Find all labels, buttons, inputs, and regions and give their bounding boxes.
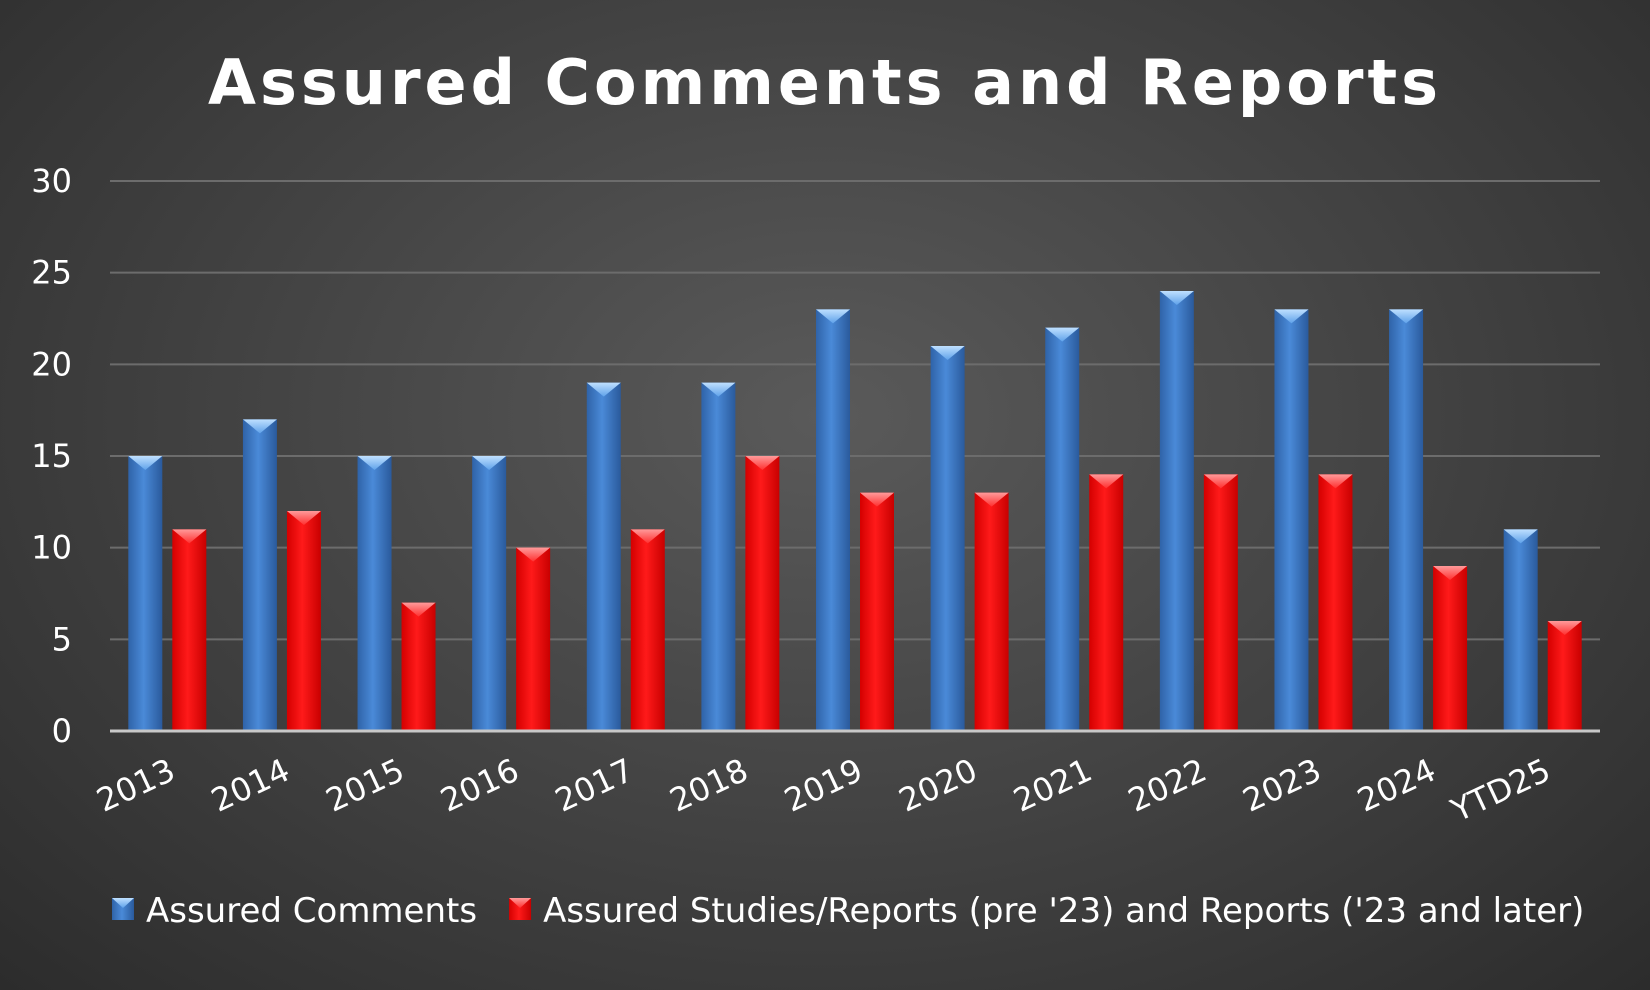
bar-cap-assured-reports-2018 [745,456,780,470]
bar-cap-assured-comments-2021 [1045,327,1080,342]
bar-assured-comments-2021 [1045,327,1080,731]
x-tick-label: 2014 [205,751,295,820]
legend-swatch-cap [112,898,134,908]
bar-cap-assured-comments-2024 [1389,309,1424,324]
x-tick-label: 2017 [549,751,639,820]
bar-assured-reports-2021 [1089,474,1124,731]
bar-cap-assured-reports-2013 [172,529,207,544]
bar-assured-comments-2017 [586,382,621,731]
bar-cap-assured-comments-2014 [242,419,277,434]
bar-assured-reports-2016 [516,547,551,731]
bar-assured-comments-2015 [357,456,392,731]
bar-assured-reports-YTD25 [1547,621,1582,731]
bar-assured-comments-YTD25 [1503,529,1538,731]
bar-assured-comments-2013 [128,456,163,731]
bar-assured-reports-2023 [1318,474,1353,731]
bar-cap-assured-reports-2015 [401,602,436,617]
bar-assured-reports-2013 [172,529,207,731]
bar-assured-reports-2015 [401,602,436,731]
x-tick-label: 2019 [779,751,869,820]
y-tick-label: 25 [31,254,72,292]
legend-label-assured-comments: Assured Comments [146,891,477,931]
x-tick-label: 2020 [893,751,983,820]
x-tick-label: 2018 [664,751,754,820]
bar-assured-comments-2022 [1159,291,1194,731]
chart-title: Assured Comments and Reports [208,46,1442,119]
bar-assured-comments-2024 [1389,309,1424,731]
bar-assured-comments-2016 [472,456,507,731]
bar-assured-reports-2014 [286,511,321,731]
y-tick-label: 15 [31,437,72,475]
bar-assured-comments-2023 [1274,309,1309,731]
x-tick-label: 2015 [320,751,410,820]
bar-cap-assured-reports-2016 [516,547,551,562]
bar-cap-assured-comments-YTD25 [1503,529,1538,544]
legend-swatch-assured-comments [112,898,134,920]
bar-cap-assured-reports-2019 [860,492,894,507]
y-axis-ticks: 0 5 10 15 20 25 30 [31,162,72,750]
x-tick-label: 2022 [1122,751,1212,820]
bar-cap-assured-comments-2023 [1274,309,1309,324]
x-tick-label: 2013 [91,751,181,820]
bar-cap-assured-comments-2015 [357,456,392,470]
bar-assured-comments-2018 [701,382,736,731]
x-axis-ticks: 2013 2014 2015 2016 2017 2018 2019 2020 2021 2022… [91,751,1556,830]
legend-swatch-cap [509,898,532,908]
bar-assured-reports-2019 [860,492,894,731]
bar-cap-assured-comments-2019 [816,309,850,324]
bar-assured-comments-2014 [242,419,277,731]
bar-cap-assured-comments-2022 [1159,291,1194,305]
bar-cap-assured-comments-2020 [930,346,965,360]
bars [128,291,1582,731]
y-tick-label: 5 [52,620,72,658]
x-tick-label: YTD25 [1444,751,1556,830]
bar-assured-comments-2020 [930,346,965,731]
bar-cap-assured-reports-2023 [1318,474,1353,489]
y-tick-label: 30 [31,162,72,200]
y-tick-label: 20 [31,345,72,383]
bar-cap-assured-comments-2016 [472,456,507,470]
x-tick-label: 2023 [1237,751,1327,820]
bar-assured-reports-2024 [1433,566,1468,731]
bar-assured-reports-2022 [1203,474,1238,731]
bar-assured-reports-2017 [630,529,665,731]
bar-cap-assured-reports-2021 [1089,474,1124,489]
gridlines [110,180,1600,641]
bar-cap-assured-reports-2022 [1203,474,1238,489]
x-tick-label: 2021 [1008,751,1098,820]
bar-cap-assured-reports-2024 [1433,566,1468,580]
bar-cap-assured-reports-2017 [630,529,665,544]
y-tick-label: 10 [31,529,72,567]
x-tick-label: 2016 [435,751,525,820]
bar-cap-assured-comments-2017 [586,382,621,397]
legend-swatch-assured-reports [509,898,532,920]
bar-cap-assured-reports-YTD25 [1547,621,1582,635]
bar-cap-assured-reports-2020 [974,492,1009,507]
legend: Assured Comments Assured Studies/Reports … [112,891,1584,931]
bar-cap-assured-comments-2018 [701,382,736,397]
x-tick-label: 2024 [1352,751,1442,820]
bar-cap-assured-comments-2013 [128,456,163,470]
bar-cap-assured-reports-2014 [286,511,321,525]
bar-assured-comments-2019 [816,309,850,731]
legend-label-assured-reports: Assured Studies/Reports (pre '23) and Re… [543,891,1584,931]
bar-assured-reports-2018 [745,456,780,731]
y-tick-label: 0 [52,712,72,750]
bar-assured-reports-2020 [974,492,1009,731]
